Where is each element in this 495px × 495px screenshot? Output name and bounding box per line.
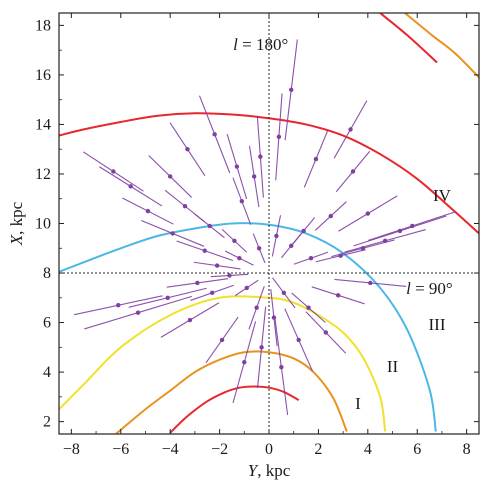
data-point [306, 305, 311, 310]
data-point [234, 164, 240, 169]
reference-lines-layer [59, 13, 479, 434]
data-point [256, 246, 262, 251]
data-point [338, 253, 343, 258]
x-tick-label: 6 [413, 441, 421, 458]
y-tick-label: 16 [35, 67, 51, 84]
data-point [187, 317, 193, 323]
data-point [170, 231, 175, 236]
data-point [185, 147, 190, 152]
data-point [244, 285, 249, 291]
spiral-arm-label: III [429, 315, 446, 334]
spiral-arm-label: II [387, 357, 399, 376]
data-point [237, 255, 242, 261]
spiral-arm-curve [379, 13, 438, 64]
spiral-arm-curve [115, 350, 348, 434]
data-point [348, 127, 353, 132]
y-tick-label: 8 [43, 265, 51, 282]
spiral-arm-label: I [355, 394, 361, 413]
data-point [182, 203, 188, 209]
data-point [259, 345, 264, 350]
data-point [209, 290, 215, 296]
spiral-arm-curve [169, 385, 300, 434]
data-point [135, 310, 141, 315]
data-point [350, 169, 356, 174]
data-point [232, 238, 237, 244]
data-point [165, 295, 170, 300]
data-point [167, 174, 173, 179]
x-tick-label: −8 [63, 441, 80, 458]
x-tick-label: 8 [463, 441, 471, 458]
data-point [323, 330, 329, 335]
x-tick-label: 4 [364, 441, 372, 458]
data-point [219, 337, 225, 343]
data-point [365, 211, 371, 216]
data-point [410, 223, 415, 229]
data-point [251, 174, 257, 179]
data-point [279, 364, 284, 370]
reference-line-label: l = 180° [233, 35, 288, 54]
data-point [195, 280, 200, 286]
data-point [128, 184, 133, 189]
data-point [207, 223, 212, 229]
data-point [202, 248, 207, 253]
data-point [281, 290, 287, 296]
data-point [111, 169, 116, 174]
data-point [276, 134, 282, 140]
data-point [271, 315, 277, 320]
reference-line-label: l = 90° [406, 279, 453, 298]
data-points-layer [74, 39, 457, 416]
data-point [313, 156, 319, 162]
data-point [368, 280, 373, 286]
data-point [116, 303, 121, 308]
data-point [301, 228, 306, 234]
data-point [258, 154, 263, 159]
y-axis-title: X, kpc [7, 201, 26, 246]
y-tick-label: 4 [43, 364, 51, 381]
y-tick-label: 2 [43, 414, 51, 431]
data-point [242, 359, 247, 365]
y-tick-label: 12 [35, 166, 51, 183]
data-point [328, 213, 333, 219]
data-point [254, 305, 259, 310]
spiral-arm-label: IV [433, 186, 452, 205]
data-point [274, 233, 279, 239]
x-tick-label: −2 [211, 441, 228, 458]
x-tick-label: 2 [314, 441, 322, 458]
x-tick-label: −6 [112, 441, 129, 458]
data-point [289, 87, 294, 92]
data-point [227, 273, 232, 278]
x-tick-label: 0 [265, 441, 273, 458]
spiral-arm-curve [404, 13, 479, 79]
x-tick-label: −4 [162, 441, 179, 458]
x-axis-title: Y, kpc [248, 461, 291, 480]
spiral-arm-curve [59, 295, 387, 432]
data-point [335, 293, 341, 298]
y-tick-label: 18 [35, 17, 51, 34]
spiral-arm-curve [59, 222, 437, 432]
data-point [382, 238, 388, 244]
y-tick-label: 10 [35, 216, 51, 233]
data-point [308, 255, 314, 261]
data-point [212, 132, 217, 137]
data-point [296, 337, 301, 343]
data-point [145, 208, 151, 214]
y-tick-label: 6 [43, 315, 51, 332]
data-point [289, 243, 294, 248]
data-point [239, 199, 245, 204]
data-point [214, 263, 220, 268]
axes-layer: −8 −6 −4 −2 0 2 4 6 8 2 4 6 8 10 12 14 16 18 Y, kpc X, kpc [7, 12, 480, 480]
y-tick-label: 14 [35, 116, 51, 133]
